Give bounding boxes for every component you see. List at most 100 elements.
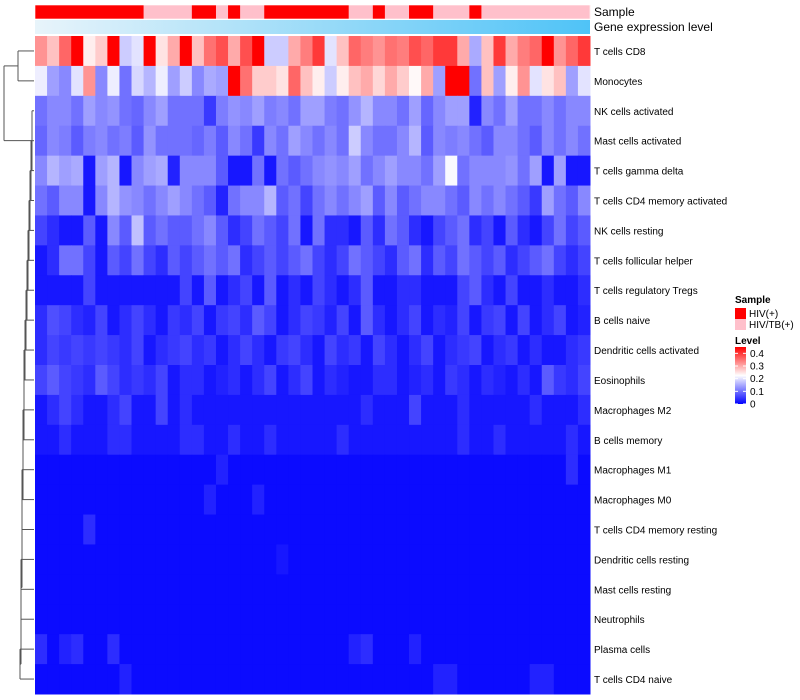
heatmap-cell — [517, 215, 531, 246]
heatmap-cell — [312, 245, 326, 276]
heatmap-cell — [95, 574, 108, 605]
heatmap-cell — [95, 36, 108, 67]
heatmap-cell — [71, 365, 84, 396]
heatmap-cell — [529, 125, 543, 157]
heatmap-cell — [300, 454, 313, 486]
heatmap-cell — [228, 604, 241, 635]
heatmap-cell — [445, 36, 458, 67]
sample-annotation-cell — [179, 5, 193, 19]
heatmap-cell — [312, 185, 326, 216]
heatmap-cell — [360, 424, 374, 456]
heatmap-cell — [107, 155, 120, 187]
heatmap-cell — [95, 125, 108, 157]
heatmap-cell — [348, 125, 362, 157]
heatmap-cell — [409, 65, 422, 97]
heatmap-cell — [469, 365, 482, 396]
heatmap-cell — [421, 634, 434, 665]
heatmap-cell — [59, 514, 72, 545]
heatmap-cell — [59, 335, 72, 366]
heatmap-cell — [409, 365, 422, 396]
heatmap-cell — [517, 65, 531, 97]
heatmap-cell — [107, 65, 120, 97]
heatmap-cell — [191, 454, 205, 486]
heatmap-cell — [252, 604, 265, 635]
heatmap-cell — [143, 664, 157, 695]
heatmap-cell — [191, 245, 205, 276]
heatmap-cell — [143, 544, 157, 575]
heatmap-cell — [59, 155, 72, 187]
heatmap-cell — [252, 335, 265, 366]
heatmap-cell — [517, 454, 531, 486]
sample-annotation-bar — [34, 4, 591, 20]
heatmap-cell — [445, 365, 458, 396]
heatmap-cell — [384, 424, 398, 456]
heatmap-cell — [276, 604, 289, 635]
heatmap-cell — [565, 36, 579, 67]
heatmap-cell — [384, 365, 398, 396]
heatmap-cell — [71, 305, 84, 336]
heatmap-cell — [264, 36, 277, 67]
heatmap-cell — [71, 454, 84, 486]
heatmap-cell — [107, 604, 120, 635]
heatmap-cell — [155, 245, 169, 276]
heatmap-cell — [577, 185, 591, 216]
legend-level-colorbar — [735, 347, 746, 404]
sample-annotation-cell — [300, 5, 313, 19]
heatmap-cell — [95, 604, 108, 635]
heatmap-cell — [517, 185, 531, 216]
heatmap-cell — [348, 664, 362, 695]
heatmap-cell — [457, 215, 470, 246]
heatmap-cell — [541, 305, 555, 336]
heatmap-cell — [276, 514, 289, 545]
heatmap-cell — [119, 95, 133, 127]
heatmap-cell — [203, 65, 217, 97]
sample-annotation-cell — [565, 5, 579, 19]
heatmap-cell — [481, 185, 494, 216]
heatmap-cell — [553, 305, 567, 336]
heatmap-cell — [529, 424, 543, 456]
heatmap-cell — [433, 155, 446, 187]
heatmap-cell — [505, 574, 519, 605]
heatmap-cell — [517, 604, 531, 635]
heatmap-cell — [35, 574, 48, 605]
heatmap-cell — [215, 36, 229, 67]
heatmap-cell — [252, 454, 265, 486]
heatmap-cell — [565, 544, 579, 575]
heatmap-cell — [288, 394, 301, 426]
heatmap-cell — [167, 335, 181, 366]
heatmap-cell — [264, 275, 277, 306]
heatmap-cell — [457, 484, 470, 516]
heatmap-cell — [457, 664, 470, 695]
heatmap-cell — [264, 544, 277, 575]
heatmap-cell — [541, 36, 555, 67]
heatmap-cell — [409, 394, 422, 426]
heatmap-cell — [433, 484, 446, 516]
heatmap-cell — [179, 275, 193, 306]
heatmap-cell — [384, 394, 398, 426]
sample-annotation-cell — [445, 5, 458, 19]
heatmap-cell — [71, 95, 84, 127]
heatmap-cell — [469, 544, 482, 575]
heatmap-cell — [264, 215, 277, 246]
sample-annotation-cell — [457, 5, 470, 19]
heatmap-cell — [433, 185, 446, 216]
heatmap-cell — [191, 394, 205, 426]
heatmap-cell — [421, 664, 434, 695]
heatmap-cell — [215, 65, 229, 97]
heatmap-cell — [276, 544, 289, 575]
heatmap-cell — [312, 664, 326, 695]
heatmap-cell — [264, 604, 277, 635]
heatmap-cell — [179, 424, 193, 456]
heatmap-cell — [155, 424, 169, 456]
heatmap-cell — [396, 36, 410, 67]
heatmap-cell — [240, 65, 253, 97]
heatmap-cell — [493, 65, 507, 97]
heatmap-cell — [167, 634, 181, 665]
heatmap-cell — [336, 245, 350, 276]
heatmap-cell — [481, 215, 494, 246]
heatmap-cell — [35, 155, 48, 187]
heatmap-cell — [215, 185, 229, 216]
heatmap-cell — [409, 95, 422, 127]
heatmap-cell — [35, 514, 48, 545]
heatmap-cell — [577, 125, 591, 157]
